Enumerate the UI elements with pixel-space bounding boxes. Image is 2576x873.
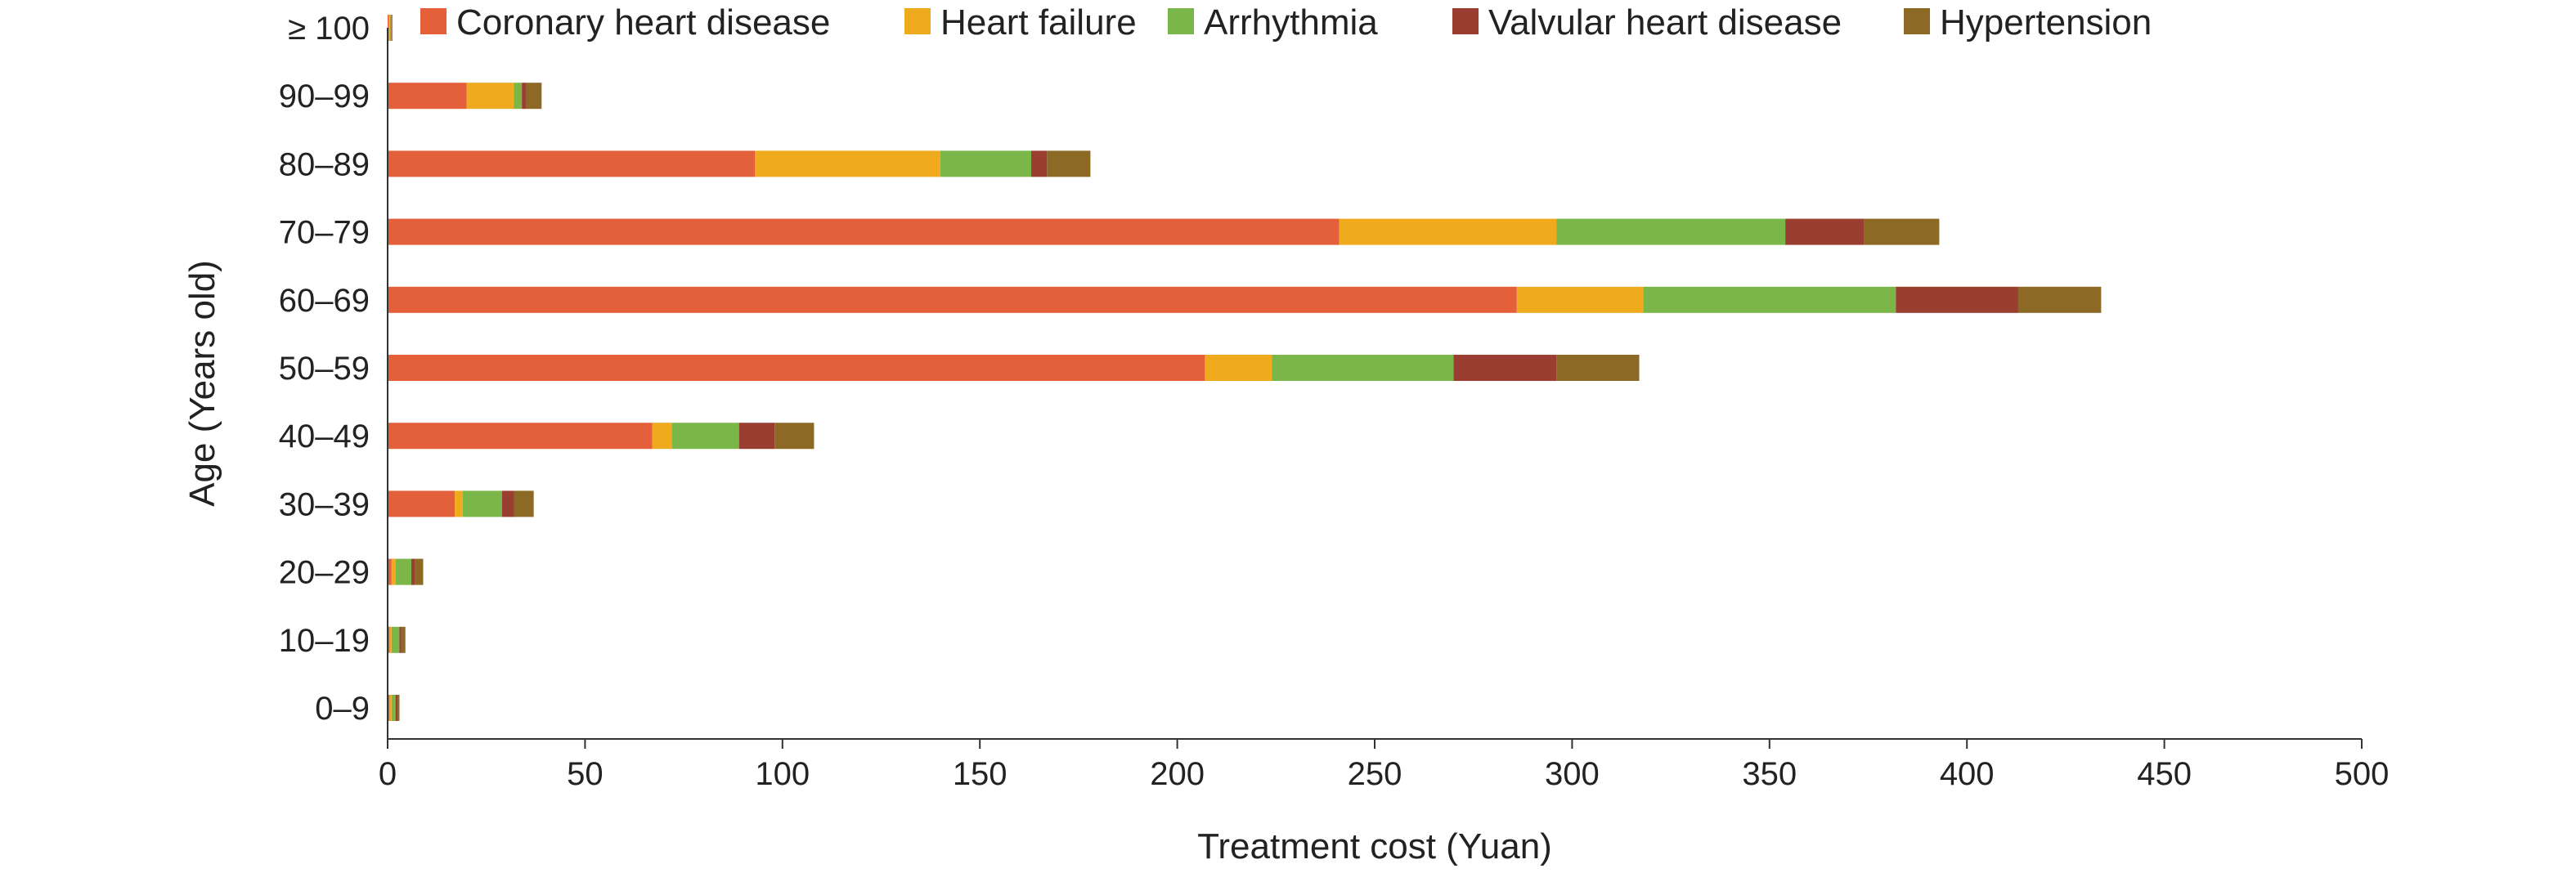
bar-heart-failure-80-89: [755, 150, 940, 177]
bar-arrhythmia-30-39: [462, 490, 503, 517]
bar-heart-failure-30-39: [455, 490, 463, 517]
bar-heart-failure-50-59: [1205, 355, 1272, 381]
bar-hypertension-70-79: [1864, 218, 1940, 245]
bar-coronary-heart-disease-80-89: [388, 150, 755, 177]
bar-hypertension-10-19: [401, 626, 406, 653]
legend-swatch-coronary-heart-disease: [420, 8, 447, 34]
bar-heart-failure-60-69: [1516, 286, 1644, 313]
bar-coronary-heart-disease-90-99: [388, 83, 467, 110]
bar-coronary-heart-disease-60-69: [388, 286, 1517, 313]
bar-arrhythmia-0-9: [391, 695, 396, 721]
bar-hypertension-60-69: [2017, 286, 2102, 313]
bar-arrhythmia-80-89: [940, 150, 1031, 177]
bar-coronary-heart-disease-20-29: [388, 558, 392, 585]
x-tick-label: 300: [1545, 756, 1600, 792]
x-tick-label: 150: [953, 756, 1008, 792]
bar-valvular-heart-disease-30-39: [502, 490, 514, 517]
legend-swatch-arrhythmia: [1168, 8, 1194, 34]
bar-hypertension-80-89: [1047, 150, 1091, 177]
y-tick-label: 80–89: [279, 146, 370, 182]
x-tick-label: 450: [2137, 756, 2192, 792]
bar-hypertension-30-39: [514, 490, 534, 517]
y-axis-ticks: 0–9 10–19 20–29 30–39 40–49 50–59 60–69 70–79 80…: [279, 11, 370, 727]
bar-heart-failure-0-9: [389, 695, 392, 721]
bar-valvular-heart-disease-40-49: [738, 423, 775, 450]
bar-valvular-heart-disease-100: [391, 15, 392, 41]
legend-swatch-hypertension: [1904, 8, 1930, 34]
bar-arrhythmia-40-49: [671, 423, 739, 450]
bar-heart-failure-90-99: [466, 83, 514, 110]
x-tick-label: 500: [2335, 756, 2390, 792]
bar-coronary-heart-disease-30-39: [388, 490, 456, 517]
x-axis-title: Treatment cost (Yuan): [1197, 826, 1552, 866]
bar-coronary-heart-disease-50-59: [388, 355, 1205, 381]
bar-hypertension-90-99: [525, 83, 542, 110]
bar-valvular-heart-disease-10-19: [399, 626, 402, 653]
legend: Coronary heart disease Heart failure Arrhy…: [420, 2, 2152, 43]
bar-hypertension-20-29: [415, 558, 424, 585]
bar-valvular-heart-disease-0-9: [395, 695, 398, 721]
bar-heart-failure-40-49: [652, 423, 672, 450]
bar-coronary-heart-disease-0-9: [388, 695, 390, 721]
legend-swatch-valvular-heart-disease: [1452, 8, 1479, 34]
bar-arrhythmia-70-79: [1556, 218, 1786, 245]
bar-coronary-heart-disease-70-79: [388, 218, 1340, 245]
bar-arrhythmia-60-69: [1643, 286, 1896, 313]
legend-label-arrhythmia: Arrhythmia: [1204, 2, 1378, 43]
x-tick-label: 350: [1742, 756, 1797, 792]
bar-valvular-heart-disease-20-29: [411, 558, 415, 585]
bar-heart-failure-70-79: [1339, 218, 1557, 245]
y-tick-label: 10–19: [279, 623, 370, 659]
legend-label-hypertension: Hypertension: [1940, 2, 2152, 43]
x-tick-label: 200: [1150, 756, 1205, 792]
x-tick-label: 0: [379, 756, 397, 792]
bar-arrhythmia-20-29: [395, 558, 411, 585]
y-tick-label: 40–49: [279, 419, 370, 454]
x-tick-label: 100: [755, 756, 810, 792]
x-tick-label: 250: [1348, 756, 1402, 792]
bar-valvular-heart-disease-80-89: [1030, 150, 1048, 177]
bar-heart-failure-20-29: [391, 558, 396, 585]
x-tick-label: 400: [1940, 756, 1995, 792]
legend-label-heart-failure: Heart failure: [940, 2, 1137, 43]
bar-valvular-heart-disease-60-69: [1896, 286, 2018, 313]
bar-hypertension-100: [391, 15, 393, 41]
y-tick-label: 50–59: [279, 351, 370, 387]
bar-heart-failure-100: [388, 15, 390, 41]
bar-hypertension-50-59: [1556, 355, 1640, 381]
y-tick-label: 20–29: [279, 555, 370, 591]
bars: [388, 15, 2102, 721]
y-tick-label: 0–9: [315, 691, 370, 727]
legend-label-coronary-heart-disease: Coronary heart disease: [456, 2, 830, 43]
bar-arrhythmia-90-99: [514, 83, 523, 110]
y-tick-label: 60–69: [279, 283, 370, 319]
bar-valvular-heart-disease-70-79: [1785, 218, 1865, 245]
y-tick-label: ≥ 100: [288, 11, 370, 47]
y-tick-label: 70–79: [279, 215, 370, 251]
x-axis-ticks: 0 50 100 150 200 250 300 350 400 450 500: [379, 739, 2390, 792]
legend-label-valvular-heart-disease: Valvular heart disease: [1488, 2, 1842, 43]
bar-valvular-heart-disease-90-99: [522, 83, 526, 110]
bar-valvular-heart-disease-50-59: [1453, 355, 1557, 381]
bar-heart-failure-10-19: [389, 626, 392, 653]
bar-coronary-heart-disease-10-19: [388, 626, 390, 653]
x-tick-label: 50: [567, 756, 604, 792]
bar-arrhythmia-10-19: [391, 626, 400, 653]
legend-swatch-heart-failure: [904, 8, 931, 34]
bar-arrhythmia-50-59: [1272, 355, 1454, 381]
y-axis-title: Age (Years old): [182, 260, 222, 507]
bar-hypertension-40-49: [774, 423, 815, 450]
bar-hypertension-0-9: [397, 695, 400, 721]
y-tick-label: 30–39: [279, 486, 370, 522]
bar-arrhythmia-100: [389, 15, 392, 41]
bar-coronary-heart-disease-40-49: [388, 423, 653, 450]
y-tick-label: 90–99: [279, 78, 370, 114]
